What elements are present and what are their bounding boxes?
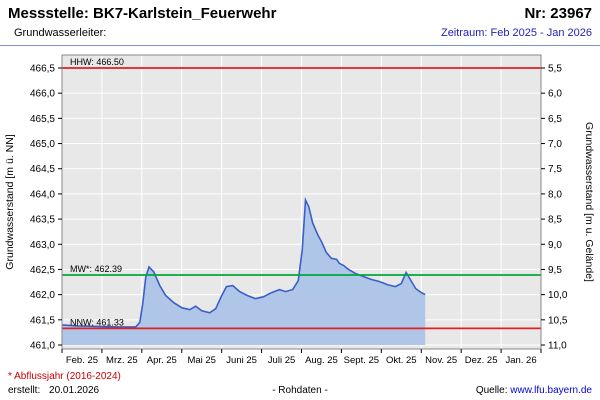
- y-left-axis-title: Grundwasserstand [m ü. NN]: [4, 134, 16, 269]
- y-right-tick-label: 9,0: [548, 240, 562, 251]
- x-tick-label: Feb. 25: [66, 355, 98, 366]
- source-line: Quelle: www.lfu.bayern.de: [476, 385, 592, 396]
- flow-year-note: * Abflussjahr (2016-2024): [8, 371, 121, 382]
- y-right-tick-label: 6,0: [548, 89, 562, 100]
- y-left-tick-label: 463,5: [30, 215, 55, 226]
- ref-label-NNW: NNW: 461.33: [70, 317, 124, 327]
- hydrograph-series: [61, 196, 426, 345]
- x-tick-label: Aug. 25: [305, 355, 338, 366]
- source-label: Quelle:: [475, 385, 508, 396]
- y-right-tick-label: 9,5: [548, 265, 562, 276]
- y-right-tick-label: 5,5: [548, 64, 562, 75]
- station-number: Nr: 23967: [524, 5, 592, 22]
- x-tick-label: Okt. 25: [386, 355, 417, 366]
- reference-lines: HHW: 466.50 MW*: 462.39 NNW: 461.33: [62, 57, 541, 330]
- ref-label-HHW: HHW: 466.50: [70, 57, 124, 67]
- y-left-tick-label: 461,0: [30, 341, 55, 352]
- y-left-tick-label: 464,0: [30, 189, 55, 200]
- ref-label-MW: MW*: 462.39: [70, 264, 122, 274]
- y-right-tick-label: 6,5: [548, 114, 562, 125]
- x-tick-label: Apr. 25: [147, 355, 177, 366]
- y-right-tick-label: 7,0: [548, 139, 562, 150]
- x-tick-label: Mai 25: [187, 355, 216, 366]
- y-left-tick-label: 466,0: [30, 89, 55, 100]
- created-line: erstellt: 20.01.2026: [8, 385, 105, 396]
- y-left-tick-label: 463,0: [30, 240, 55, 251]
- x-tick-label: Nov. 25: [425, 355, 457, 366]
- y-left-tick-label: 462,0: [30, 290, 55, 301]
- x-tick-label: Sept. 25: [344, 355, 379, 366]
- y-axis-right: 5,5 6,0 6,5 7,0 7,5 8,0 8,5 9,0 9,5 10,0 10,5 11,0 G…: [541, 64, 595, 352]
- created-label: erstellt:: [8, 385, 41, 396]
- y-right-tick-label: 8,5: [548, 215, 562, 226]
- y-right-tick-label: 7,5: [548, 164, 562, 175]
- rohdaten-label: - Rohdaten -: [272, 385, 328, 396]
- header-divider: [0, 45, 600, 46]
- y-right-tick-label: 11,0: [548, 341, 567, 352]
- y-right-tick-label: 10,0: [548, 290, 568, 301]
- y-left-tick-label: 461,5: [30, 315, 55, 326]
- y-left-tick-label: 465,0: [30, 139, 55, 150]
- x-axis: Feb. 25 Mrz. 25 Apr. 25 Mai 25 Juni 25 Juli 2…: [61, 349, 542, 366]
- y-right-axis-title: Grundwasserstand [m u. Gelände]: [583, 122, 595, 282]
- y-axis-left: 466,5 466,0 465,5 465,0 464,5 464,0 463,5 463,0…: [4, 64, 62, 352]
- page-title: Messstelle: BK7-Karlstein_Feuerwehr: [8, 5, 277, 22]
- y-left-tick-label: 466,5: [30, 64, 55, 75]
- hydrograph-area: [62, 200, 426, 345]
- x-tick-label: Juni 25: [226, 355, 257, 366]
- y-right-tick-label: 10,5: [548, 315, 568, 326]
- x-tick-label: Juli 25: [268, 355, 295, 366]
- created-date: 20.01.2026: [49, 385, 100, 396]
- x-tick-label: Dez. 25: [465, 355, 498, 366]
- x-tick-label: Jan. 26: [505, 355, 536, 366]
- y-left-tick-label: 464,5: [30, 164, 55, 175]
- y-right-tick-label: 8,0: [548, 189, 562, 200]
- aquifer-label: Grundwasserleiter:: [14, 27, 107, 39]
- hydrograph-line: [61, 196, 426, 328]
- subheader-row: Grundwasserleiter: Zeitraum: Feb 2025 - …: [14, 27, 592, 39]
- source-link[interactable]: www.lfu.bayern.de: [510, 385, 592, 396]
- period-label: Zeitraum: Feb 2025 - Jan 2026: [440, 27, 592, 39]
- y-left-tick-label: 462,5: [30, 265, 55, 276]
- header-row: Messstelle: BK7-Karlstein_Feuerwehr Nr: …: [8, 5, 592, 22]
- y-left-tick-label: 465,5: [30, 114, 55, 125]
- x-tick-label: Mrz. 25: [106, 355, 138, 366]
